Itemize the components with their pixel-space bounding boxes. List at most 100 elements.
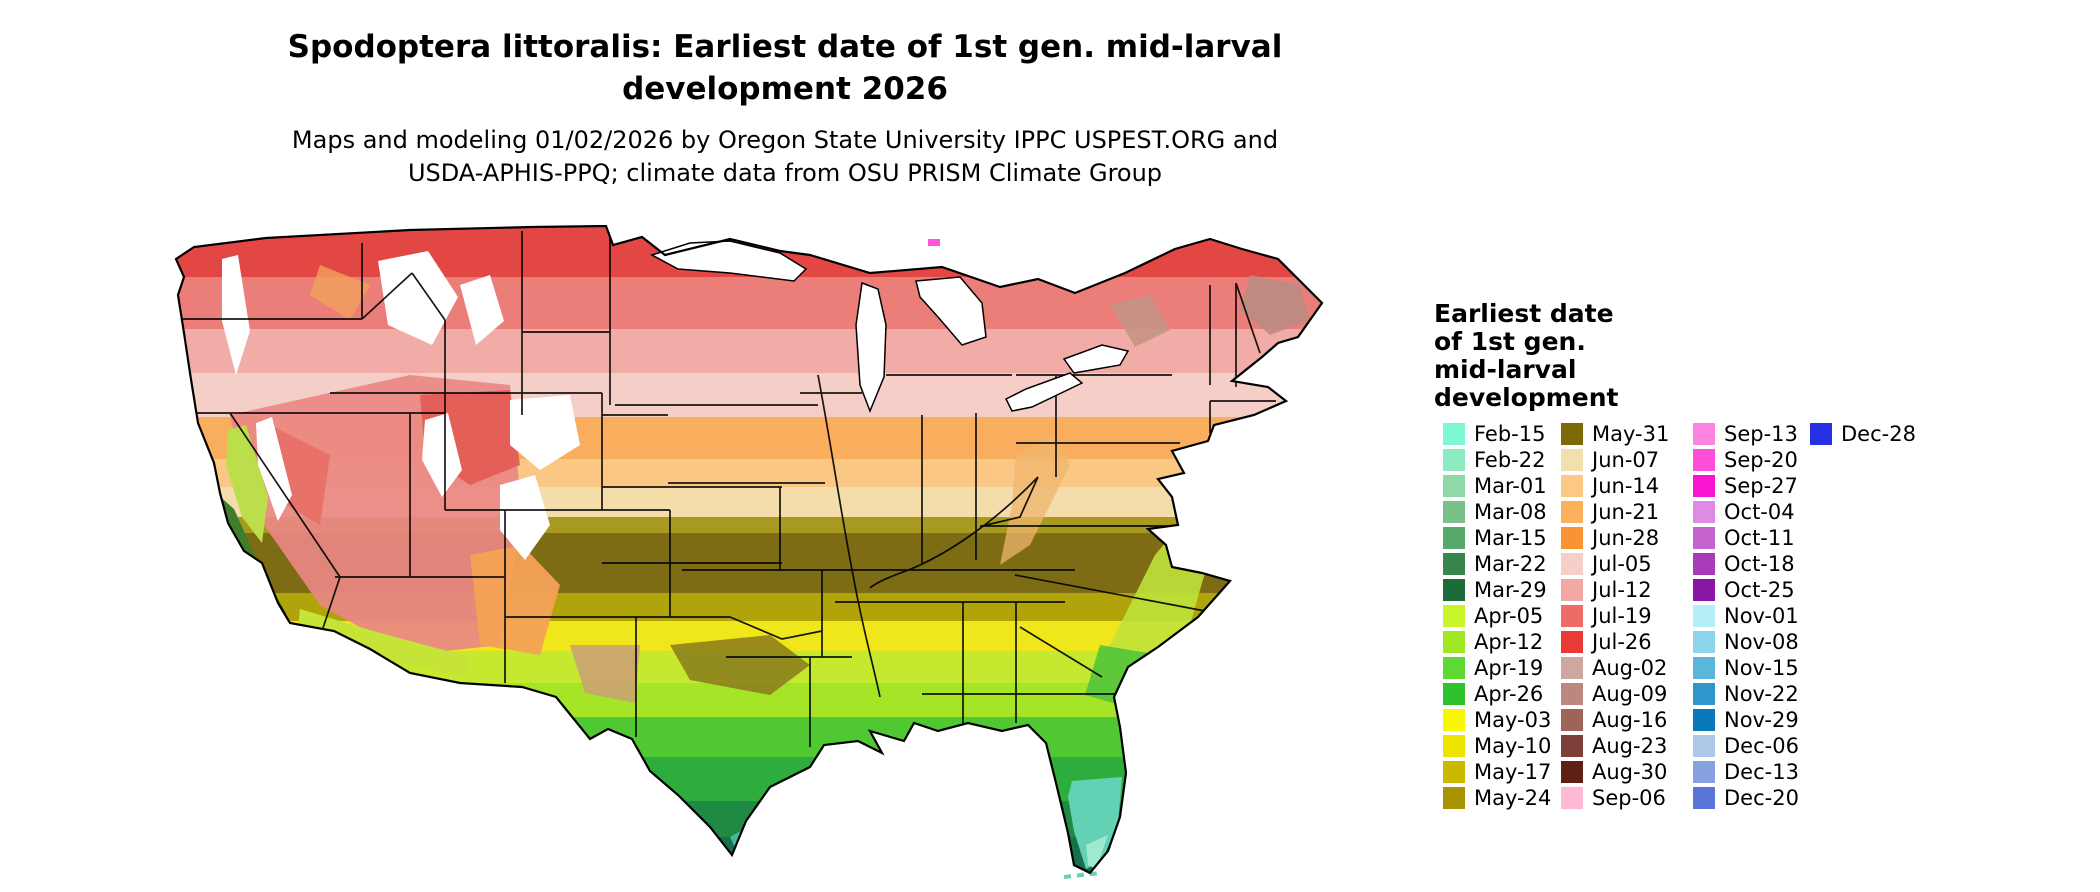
- legend-item: Apr-05: [1443, 603, 1561, 629]
- legend-label: Apr-12: [1474, 630, 1544, 654]
- legend-label: Jul-19: [1592, 604, 1652, 628]
- legend-item: May-17: [1443, 759, 1561, 785]
- legend-item: Jul-05: [1561, 551, 1693, 577]
- legend-column-1: Feb-15 Feb-22 Mar-01 Mar-08 Mar-15 Mar-22 Mar-…: [1443, 421, 1561, 811]
- legend-item: Feb-15: [1443, 421, 1561, 447]
- legend-swatch: [1443, 553, 1465, 575]
- legend-swatch: [1561, 683, 1583, 705]
- legend-label: Oct-04: [1724, 500, 1795, 524]
- legend-title-line-2: of 1st gen.: [1434, 327, 1586, 356]
- great-lakes: [650, 240, 1130, 414]
- legend-label: Dec-28: [1841, 422, 1916, 446]
- lake-superior: [650, 240, 808, 282]
- legend-item: Jul-12: [1561, 577, 1693, 603]
- lake-huron: [915, 276, 987, 346]
- legend-label: Apr-19: [1474, 656, 1544, 680]
- legend-swatch: [1693, 423, 1715, 445]
- legend-swatch: [1693, 579, 1715, 601]
- legend-item: Nov-29: [1693, 707, 1810, 733]
- us-map-svg: [174, 224, 1324, 879]
- legend-swatch: [1561, 579, 1583, 601]
- legend-label: Oct-25: [1724, 578, 1795, 602]
- legend-swatch: [1693, 501, 1715, 523]
- legend-swatch: [1561, 449, 1583, 471]
- legend-swatch: [1561, 501, 1583, 523]
- title-line-2: development 2026: [622, 71, 948, 107]
- legend-item: Jun-28: [1561, 525, 1693, 551]
- legend-item: Mar-22: [1443, 551, 1561, 577]
- subtitle-line-1: Maps and modeling 01/02/2026 by Oregon S…: [291, 126, 1279, 154]
- legend-swatch: [1693, 735, 1715, 757]
- legend-label: Nov-22: [1724, 682, 1799, 706]
- legend-item: May-10: [1443, 733, 1561, 759]
- map-artifact: [928, 239, 940, 246]
- legend-swatch: [1561, 631, 1583, 653]
- legend-swatch: [1693, 683, 1715, 705]
- legend-item: Dec-20: [1693, 785, 1810, 811]
- legend-item: Aug-23: [1561, 733, 1693, 759]
- legend-swatch: [1561, 657, 1583, 679]
- legend-title-line-4: development: [1434, 383, 1619, 412]
- legend-item: Dec-13: [1693, 759, 1810, 785]
- legend-label: Mar-29: [1474, 578, 1547, 602]
- legend-grid: Feb-15 Feb-22 Mar-01 Mar-08 Mar-15 Mar-22 Mar-…: [1443, 421, 2010, 811]
- lake-erie: [1004, 372, 1084, 412]
- legend-label: Aug-09: [1592, 682, 1668, 706]
- legend-label: Sep-20: [1724, 448, 1798, 472]
- legend-item: Oct-04: [1693, 499, 1810, 525]
- conus-outline: [174, 224, 1324, 875]
- title-line-1: Spodoptera littoralis: Earliest date of …: [287, 29, 1283, 65]
- legend-label: Aug-30: [1592, 760, 1668, 784]
- legend-swatch: [1561, 709, 1583, 731]
- legend-label: Mar-08: [1474, 500, 1547, 524]
- legend-label: May-17: [1474, 760, 1552, 784]
- legend-item: Mar-01: [1443, 473, 1561, 499]
- legend-swatch: [1443, 449, 1465, 471]
- legend-item: Mar-15: [1443, 525, 1561, 551]
- legend-item: Nov-15: [1693, 655, 1810, 681]
- legend-swatch: [1443, 605, 1465, 627]
- legend-label: Nov-15: [1724, 656, 1799, 680]
- legend-label: Mar-22: [1474, 552, 1547, 576]
- legend-item: Nov-01: [1693, 603, 1810, 629]
- legend-item: Jun-14: [1561, 473, 1693, 499]
- legend-label: Jun-07: [1592, 448, 1660, 472]
- legend-swatch: [1810, 423, 1832, 445]
- legend-label: Oct-11: [1724, 526, 1795, 550]
- legend-label: Jun-14: [1592, 474, 1660, 498]
- legend-swatch: [1443, 657, 1465, 679]
- legend-swatch: [1693, 657, 1715, 679]
- legend-column-4: Dec-28: [1810, 421, 2010, 447]
- legend-label: Aug-16: [1592, 708, 1668, 732]
- legend-swatch: [1693, 605, 1715, 627]
- legend-label: Sep-27: [1724, 474, 1798, 498]
- legend-item: Jun-07: [1561, 447, 1693, 473]
- legend-item: Oct-18: [1693, 551, 1810, 577]
- lake-ontario: [1062, 344, 1130, 374]
- legend-label: Nov-08: [1724, 630, 1799, 654]
- legend-label: Apr-05: [1474, 604, 1544, 628]
- legend-label: Jul-12: [1592, 578, 1652, 602]
- legend-swatch: [1443, 761, 1465, 783]
- map-raster: [176, 226, 1322, 873]
- legend-label: May-03: [1474, 708, 1552, 732]
- legend-column-3: Sep-13 Sep-20 Sep-27 Oct-04 Oct-11 Oct-18 Oct-…: [1693, 421, 1810, 811]
- legend-label: Mar-15: [1474, 526, 1547, 550]
- legend-item: Jul-26: [1561, 629, 1693, 655]
- legend-swatch: [1693, 631, 1715, 653]
- legend-label: Aug-02: [1592, 656, 1668, 680]
- legend-label: Jul-26: [1592, 630, 1652, 654]
- legend-item: Apr-19: [1443, 655, 1561, 681]
- lake-michigan: [855, 281, 887, 414]
- legend-column-2: May-31 Jun-07 Jun-14 Jun-21 Jun-28 Jul-05 Jul-…: [1561, 421, 1693, 811]
- legend-swatch: [1693, 761, 1715, 783]
- legend-item: Aug-30: [1561, 759, 1693, 785]
- legend-item: Dec-06: [1693, 733, 1810, 759]
- legend-item: May-31: [1561, 421, 1693, 447]
- legend-item: Dec-28: [1810, 421, 2010, 447]
- legend-swatch: [1561, 735, 1583, 757]
- legend-item: May-03: [1443, 707, 1561, 733]
- legend-swatch: [1443, 475, 1465, 497]
- page-title: Spodoptera littoralis: Earliest date of …: [170, 26, 1400, 110]
